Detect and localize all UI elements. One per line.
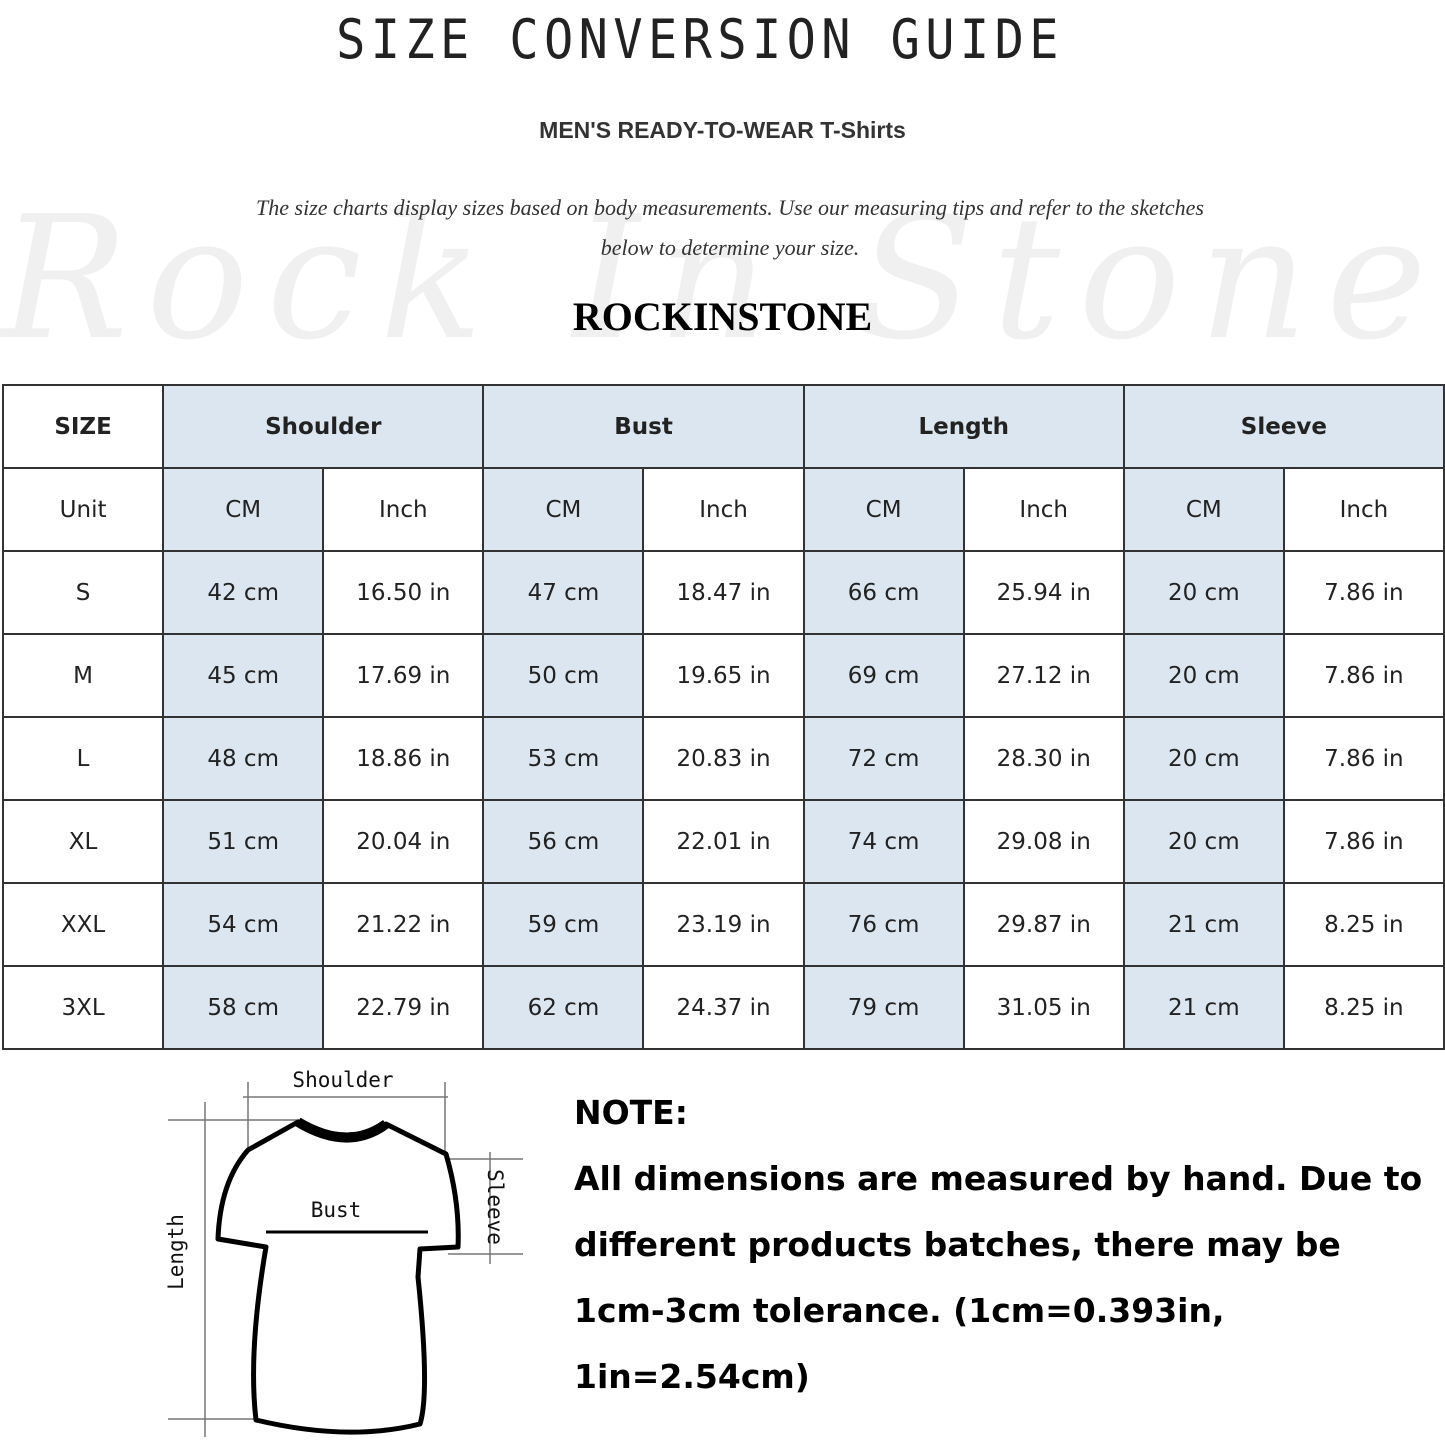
table-row: L 48 cm 18.86 in 53 cm 20.83 in 72 cm 28.30 in…: [1, 716, 1445, 801]
measurement-cell: 31.05 in: [962, 965, 1125, 1050]
measurement-cell: 79 cm: [802, 965, 965, 1050]
unit-header: Inch: [322, 467, 485, 552]
measurement-cell: 42 cm: [162, 550, 325, 635]
measurement-cell: 20 cm: [1122, 550, 1285, 635]
measurement-cell: 23.19 in: [642, 882, 805, 967]
measurement-cell: 27.12 in: [962, 633, 1125, 718]
measurement-cell: 21.22 in: [322, 882, 485, 967]
size-cell: XL: [1, 799, 165, 884]
measurement-cell: 29.08 in: [962, 799, 1125, 884]
unit-header: CM: [162, 467, 325, 552]
tshirt-measurement-diagram: Shoulder Bust Sleeve Length: [164, 1068, 523, 1437]
group-header: Bust: [482, 384, 805, 469]
length-label: Length: [164, 1214, 188, 1290]
unit-header: Inch: [962, 467, 1125, 552]
measurement-cell: 16.50 in: [322, 550, 485, 635]
group-header: Shoulder: [162, 384, 485, 469]
measurement-cell: 21 cm: [1122, 965, 1285, 1050]
measurement-cell: 22.79 in: [322, 965, 485, 1050]
note-heading: NOTE:: [574, 1093, 688, 1132]
measurement-cell: 8.25 in: [1282, 882, 1445, 967]
group-header: Sleeve: [1122, 384, 1445, 469]
bust-label: Bust: [311, 1198, 362, 1222]
measurement-cell: 20.04 in: [322, 799, 485, 884]
measurement-cell: 7.86 in: [1282, 550, 1445, 635]
size-table: SIZE Shoulder Bust Length Sleeve Unit CM Inch CM…: [1, 384, 1445, 1050]
measurement-cell: 47 cm: [482, 550, 645, 635]
group-header: Length: [802, 384, 1125, 469]
measurement-cell: 54 cm: [162, 882, 325, 967]
measurement-cell: 17.69 in: [322, 633, 485, 718]
size-cell: S: [1, 550, 165, 635]
measurement-cell: 25.94 in: [962, 550, 1125, 635]
size-header: SIZE: [1, 384, 165, 469]
unit-label: Unit: [1, 467, 165, 552]
measurement-cell: 24.37 in: [642, 965, 805, 1050]
measurement-cell: 29.87 in: [962, 882, 1125, 967]
size-cell: L: [1, 716, 165, 801]
brand-name: ROCKINSTONE: [572, 294, 873, 339]
tshirt-outline: [215, 1117, 461, 1435]
table-row: S 42 cm 16.50 in 47 cm 18.47 in 66 cm 25.94 in…: [1, 550, 1445, 635]
table-row: 3XL 58 cm 22.79 in 62 cm 24.37 in 79 cm 31.05 …: [1, 965, 1445, 1050]
measurement-cell: 20 cm: [1122, 633, 1285, 718]
brand-watermark: Rock In Stone: [0, 180, 1445, 378]
measurement-cell: 7.86 in: [1282, 633, 1445, 718]
unit-header: CM: [482, 467, 645, 552]
description-text: The size charts display sizes based on b…: [256, 195, 1204, 260]
measurement-cell: 19.65 in: [642, 633, 805, 718]
measurement-cell: 20 cm: [1122, 799, 1285, 884]
unit-row: Unit CM Inch CM Inch CM Inch CM Inch: [1, 467, 1445, 552]
page-subtitle: MEN'S READY-TO-WEAR T-Shirts: [539, 117, 906, 143]
measurement-cell: 8.25 in: [1282, 965, 1445, 1050]
measurement-cell: 7.86 in: [1282, 716, 1445, 801]
measurement-cell: 18.47 in: [642, 550, 805, 635]
page-title: SIZE CONVERSION GUIDE: [336, 8, 1064, 71]
measurement-cell: 18.86 in: [322, 716, 485, 801]
measurement-cell: 69 cm: [802, 633, 965, 718]
measurement-cell: 7.86 in: [1282, 799, 1445, 884]
sleeve-label: Sleeve: [483, 1169, 507, 1245]
unit-header: Inch: [642, 467, 805, 552]
measurement-cell: 45 cm: [162, 633, 325, 718]
table-row: XL 51 cm 20.04 in 56 cm 22.01 in 74 cm 29.08 i…: [1, 799, 1445, 884]
measurement-cell: 58 cm: [162, 965, 325, 1050]
measurement-cell: 51 cm: [162, 799, 325, 884]
measurement-cell: 53 cm: [482, 716, 645, 801]
measurement-cell: 59 cm: [482, 882, 645, 967]
unit-header: CM: [802, 467, 965, 552]
unit-header: CM: [1122, 467, 1285, 552]
measurement-cell: 21 cm: [1122, 882, 1285, 967]
measurement-cell: 76 cm: [802, 882, 965, 967]
size-cell: M: [1, 633, 165, 718]
measure-lines: [168, 1082, 523, 1437]
measurement-cell: 74 cm: [802, 799, 965, 884]
table-row: M 45 cm 17.69 in 50 cm 19.65 in 69 cm 27.12 in…: [1, 633, 1445, 718]
note-section: NOTE: All dimensions are measured by han…: [574, 1080, 1434, 1410]
measurement-cell: 20.83 in: [642, 716, 805, 801]
measurement-cell: 22.01 in: [642, 799, 805, 884]
table-header-row: SIZE Shoulder Bust Length Sleeve: [1, 384, 1445, 469]
measurement-cell: 56 cm: [482, 799, 645, 884]
measurement-cell: 28.30 in: [962, 716, 1125, 801]
measurement-cell: 62 cm: [482, 965, 645, 1050]
measurement-cell: 50 cm: [482, 633, 645, 718]
shoulder-label: Shoulder: [292, 1068, 393, 1092]
table-row: XXL 54 cm 21.22 in 59 cm 23.19 in 76 cm 29.87 …: [1, 882, 1445, 967]
measurement-cell: 72 cm: [802, 716, 965, 801]
unit-header: Inch: [1282, 467, 1445, 552]
measurement-cell: 20 cm: [1122, 716, 1285, 801]
size-cell: XXL: [1, 882, 165, 967]
note-text: All dimensions are measured by hand. Due…: [574, 1159, 1423, 1396]
measurement-cell: 48 cm: [162, 716, 325, 801]
measurement-cell: 66 cm: [802, 550, 965, 635]
size-cell: 3XL: [1, 965, 165, 1050]
